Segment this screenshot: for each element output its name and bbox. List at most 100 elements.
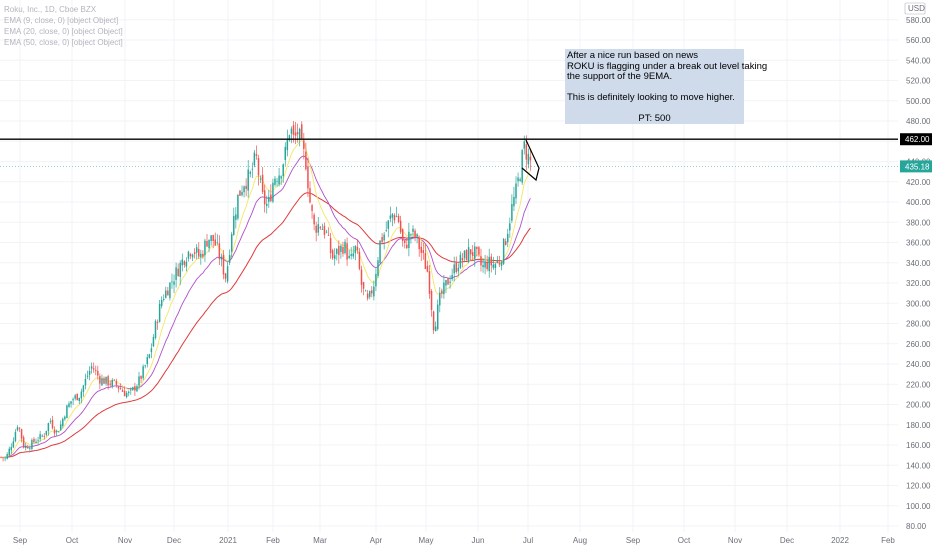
candle-body (494, 264, 497, 268)
candle-body (517, 177, 519, 182)
candle-body (214, 239, 216, 246)
price-target: PT: 500 (638, 113, 671, 124)
candle-body (307, 166, 309, 189)
candle-body (41, 435, 43, 437)
candle-body (241, 191, 243, 196)
ema20-path (1, 155, 531, 458)
price-tick-label: 100.00 (906, 502, 931, 511)
candle-body (422, 250, 425, 254)
price-tick-label: 340.00 (906, 259, 931, 268)
candle-body (270, 194, 272, 202)
chart-drawings (0, 138, 898, 182)
candle-body (257, 158, 260, 176)
candle-body (340, 245, 342, 253)
candle-body (362, 282, 365, 289)
candle-body (237, 194, 239, 219)
price-tick-label: 120.00 (906, 482, 931, 491)
candle-body (358, 251, 361, 269)
candle-body (183, 261, 186, 265)
candle-body (144, 365, 146, 367)
candle-body (187, 251, 190, 259)
price-tick-label: 420.00 (906, 178, 931, 187)
candle-body (303, 140, 305, 150)
candle-body (171, 281, 173, 283)
candle-body (86, 375, 89, 377)
note-line: ROKU is flagging under a break out level… (567, 60, 768, 72)
candle-body (2, 457, 4, 459)
candle-body (434, 326, 437, 332)
candle-body (8, 448, 10, 456)
candle-body (233, 215, 235, 235)
candle-body (414, 230, 416, 238)
candle-body (366, 293, 369, 299)
candle-body (375, 273, 377, 287)
time-tick-label: Mar (313, 536, 327, 545)
candle-body (311, 205, 313, 211)
candle-body (204, 240, 206, 256)
price-axis[interactable]: 80.00 100.00 120.00 140.00 160.00 180.00 200.0… (900, 2, 932, 531)
candle-body (420, 246, 422, 253)
candle-body (226, 266, 229, 282)
price-tick-label: 320.00 (906, 279, 931, 288)
candle-body (130, 389, 132, 391)
candle-body (321, 229, 324, 231)
candle-body (191, 254, 194, 258)
candle-body (327, 234, 330, 236)
candle-body (111, 379, 113, 387)
candle-body (377, 260, 379, 276)
annotation-note[interactable]: After a nice run based on news ROKU is f… (565, 49, 768, 124)
candle-body (51, 419, 54, 429)
candle-body (282, 164, 284, 177)
candle-body (432, 311, 435, 331)
candle-body (230, 234, 233, 252)
candle-body (154, 321, 157, 338)
currency-label: USD (908, 4, 925, 13)
candle-body (123, 390, 126, 397)
candle-body (507, 233, 509, 243)
currency-box (904, 2, 926, 15)
candle-body (346, 243, 348, 260)
candle-body (329, 238, 332, 254)
candle-body (247, 169, 249, 191)
candle-body (385, 230, 387, 231)
candle-body (22, 437, 25, 448)
candle-body (142, 366, 144, 379)
candle-body (395, 216, 398, 218)
ema9-legend[interactable]: EMA (9, close, 0) [object Object] (4, 16, 119, 25)
candle-body (220, 256, 223, 260)
candle-body (181, 259, 184, 266)
candle-body (200, 253, 202, 258)
candle-body (525, 144, 528, 160)
symbol-legend[interactable]: Roku, Inc., 1D, Cboe BZX (4, 5, 97, 14)
candle-body (62, 418, 64, 427)
candle-body (469, 249, 472, 255)
candle-body (138, 376, 140, 386)
candle-body (338, 245, 340, 256)
candle-body (298, 128, 301, 139)
candle-body (278, 175, 280, 185)
ema50-legend[interactable]: EMA (50, close, 0) [object Object] (4, 38, 123, 47)
candle-body (356, 246, 359, 251)
candle-body (92, 368, 95, 370)
candle-body (379, 240, 381, 263)
indicator-legend: Roku, Inc., 1D, Cboe BZX EMA (9, close, … (4, 4, 123, 48)
candle-body (53, 429, 56, 434)
candle-body (404, 240, 406, 243)
candle-body (301, 124, 303, 139)
candle-body (152, 337, 155, 347)
candle-body (57, 431, 60, 433)
flag-drawing[interactable] (521, 139, 540, 182)
time-tick-label: 2021 (219, 536, 237, 545)
candle-body (253, 152, 256, 166)
candle-body (412, 228, 414, 232)
time-axis[interactable]: Sep Oct Nov Dec 2021 Feb Mar Apr May Jun Jul Aug Sep… (13, 536, 896, 545)
candle-body (27, 446, 29, 449)
note-line: After a nice run based on news (567, 50, 698, 61)
candle-body (441, 290, 443, 294)
candle-body (428, 271, 431, 294)
candle-body (288, 135, 291, 141)
ema20-legend[interactable]: EMA (20, close, 0) [object Object] (4, 27, 123, 36)
candle-body (115, 380, 118, 385)
candle-body (286, 140, 289, 151)
